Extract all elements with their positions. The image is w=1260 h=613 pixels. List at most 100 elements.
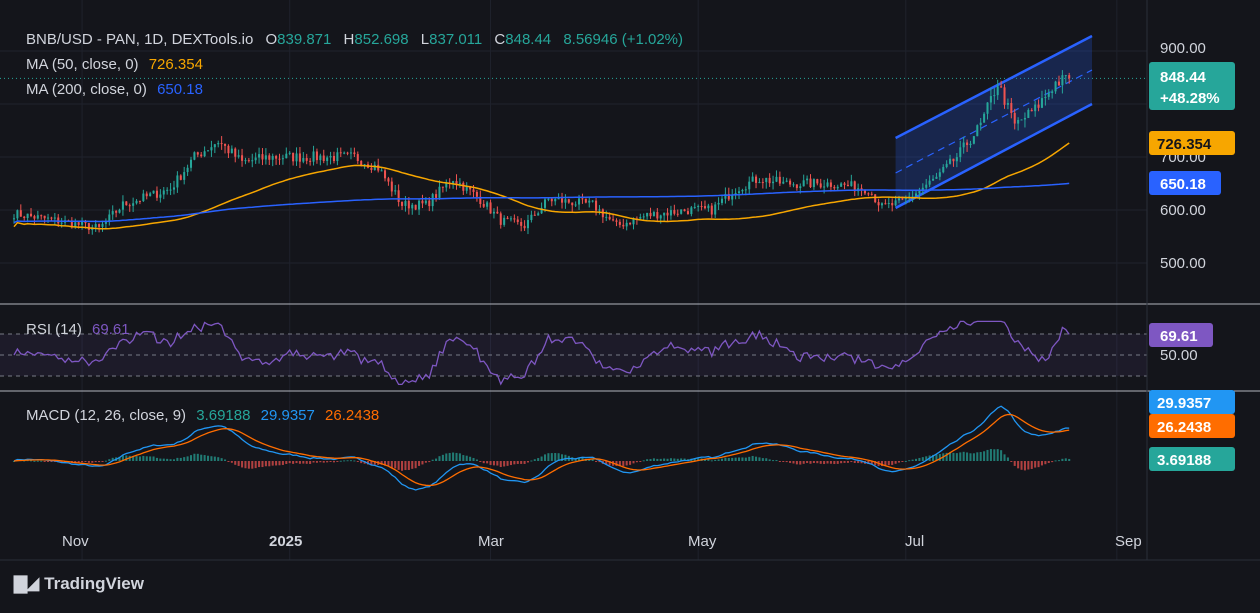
macd-hist-bar: [966, 452, 969, 461]
candle: [802, 174, 805, 187]
candle: [921, 183, 924, 196]
candle: [765, 177, 768, 189]
ma50-label: MA (50, close, 0): [26, 56, 139, 73]
candle: [332, 151, 335, 164]
candle: [452, 180, 455, 189]
macd-hist-bar: [1027, 461, 1030, 470]
macd-hist-bar: [380, 461, 383, 465]
legend-open: 839.871: [277, 31, 331, 48]
candle: [959, 140, 962, 163]
rsi-tick-50: 50.00: [1160, 347, 1198, 364]
macd-hist-bar: [435, 458, 438, 461]
macd-hist-bar: [162, 458, 165, 461]
legend-l-label: L: [421, 31, 429, 48]
macd-hist-bar: [806, 461, 809, 464]
legend-rsi[interactable]: RSI (14) 69.61: [26, 321, 130, 338]
macd-hist-bar: [98, 461, 101, 463]
candle: [261, 148, 264, 166]
candle: [271, 153, 274, 167]
macd-hist-bar: [322, 461, 325, 463]
macd-hist-bar: [918, 457, 921, 461]
legend-ma200[interactable]: MA (200, close, 0) 650.18: [26, 81, 203, 98]
macd-hist-bar: [768, 459, 771, 461]
candle: [206, 149, 210, 152]
candle: [1040, 90, 1043, 109]
candle: [346, 151, 349, 156]
macd-hist-bar: [33, 460, 36, 462]
candle: [969, 140, 972, 148]
candle: [979, 118, 982, 131]
macd-hist-bar: [652, 458, 655, 461]
macd-hist-bar: [1037, 461, 1040, 468]
macd-hist-bar: [656, 458, 659, 461]
macd-hist-bar: [295, 461, 298, 464]
candle: [509, 216, 512, 222]
macd-hist-bar: [302, 461, 305, 464]
candle: [1064, 74, 1067, 84]
candle: [591, 200, 594, 203]
macd-hist-bar: [860, 461, 863, 464]
macd-hist-bar: [639, 461, 642, 462]
candle: [986, 102, 989, 120]
macd-hist-bar: [554, 453, 557, 461]
macd-hist-bar: [635, 461, 638, 463]
hist-badge-value: 3.69188: [1157, 452, 1211, 469]
macd-hist-bar: [397, 461, 400, 470]
candle: [673, 204, 676, 216]
candle: [162, 187, 165, 200]
legend-macd[interactable]: MACD (12, 26, close, 9) 3.69188 29.9357 …: [26, 407, 379, 424]
macd-hist-bar: [615, 461, 618, 466]
macd-hist-bar: [217, 457, 220, 461]
legend-ma50[interactable]: MA (50, close, 0) 726.354: [26, 56, 203, 73]
macd-hist-bar: [598, 461, 601, 463]
macd-hist-bar: [506, 461, 509, 466]
channel-upper-line[interactable]: [895, 34, 1093, 140]
macd-hist-bar: [588, 459, 591, 461]
macd-line[interactable]: [13, 405, 1070, 491]
macd-hist-bar: [921, 457, 924, 461]
ma50-line[interactable]: [13, 142, 1070, 230]
candle: [329, 151, 332, 165]
ma200-line[interactable]: [13, 182, 1070, 224]
price-tick-500: 500.00: [1160, 255, 1206, 272]
macd-hist-bar: [537, 458, 540, 461]
macd-hist-bar: [230, 461, 233, 463]
macd-hist-bar: [979, 452, 982, 461]
rsi-line[interactable]: [13, 320, 1070, 386]
candle: [50, 216, 53, 221]
candle: [292, 152, 295, 166]
candle: [149, 191, 152, 197]
macd-hist-bar: [720, 458, 724, 461]
candle: [1020, 119, 1023, 121]
macd-hist-bar: [560, 454, 564, 461]
macd-hist-bar: [132, 456, 135, 461]
signal-line[interactable]: [13, 413, 1070, 487]
macd-line-value: 29.9357: [261, 407, 315, 424]
tradingview-brand[interactable]: ▇◢ TradingView: [14, 574, 144, 594]
candle: [1044, 89, 1047, 106]
candle: [145, 191, 148, 200]
candle: [540, 202, 543, 214]
macd-hist-bar: [503, 461, 506, 467]
channel-mid-line[interactable]: [895, 69, 1093, 174]
candle: [550, 197, 553, 207]
macd-hist-bar: [938, 454, 941, 461]
macd-hist-bar: [251, 461, 254, 469]
macd-hist-bar: [591, 459, 594, 461]
price-badge-pct: +48.28%: [1160, 90, 1220, 107]
macd-hist-bar: [843, 461, 846, 463]
candle: [571, 202, 574, 212]
macd-hist-bar: [343, 460, 346, 462]
candle: [234, 147, 237, 163]
macd-hist-bar: [47, 461, 50, 462]
candle: [455, 174, 458, 190]
macd-hist-bar: [1010, 461, 1013, 462]
macd-hist-bar: [976, 452, 979, 461]
candle: [247, 157, 250, 163]
macd-hist-bar: [1030, 461, 1033, 469]
macd-hist-bar: [697, 458, 700, 461]
macd-hist-bar: [819, 461, 822, 464]
candle: [819, 178, 822, 189]
macd-hist-bar: [278, 461, 281, 466]
